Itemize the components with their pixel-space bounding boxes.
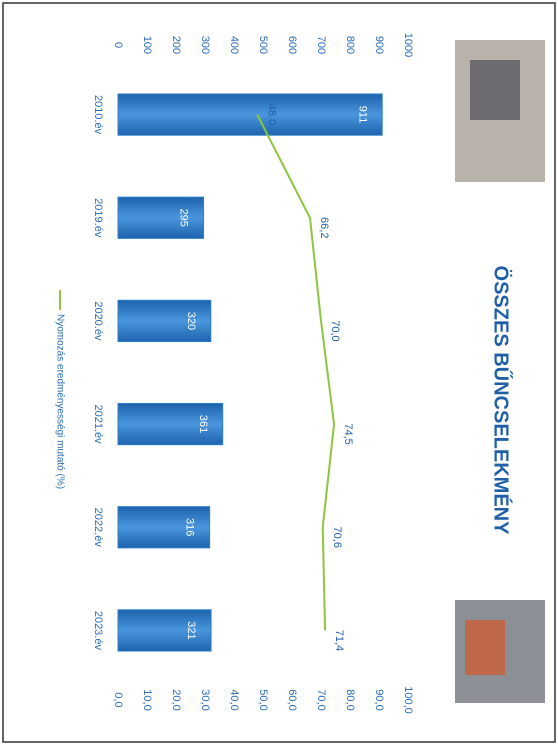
bar xyxy=(117,506,211,549)
photo-bottom-detail xyxy=(465,620,505,675)
x-tick-label: 2023.év xyxy=(92,611,104,651)
bar-value-label: 321 xyxy=(185,621,197,639)
line xyxy=(256,114,336,631)
bar xyxy=(117,402,224,446)
bar xyxy=(117,196,205,239)
y-tick-label: 0 xyxy=(112,42,124,48)
line-value-label: 70,6 xyxy=(331,527,343,548)
x-tick-label: 2019.év xyxy=(92,198,104,238)
y2-tick-label: 100,0 xyxy=(402,686,414,714)
x-tick-label: 2021.év xyxy=(92,405,104,445)
chart: ÖSSZES BŰNCSELEKMÉNY 0 100 200 300 400 500 600… xyxy=(54,33,512,714)
y2-tick-label: 70,0 xyxy=(315,689,327,710)
bar-value-label: 320 xyxy=(185,312,197,330)
x-tick-label: 2020.év xyxy=(92,301,104,341)
x-tick-label: 2022.év xyxy=(92,508,104,548)
y-tick-label: 100 xyxy=(141,36,153,54)
y-tick-label: 200 xyxy=(170,36,182,54)
y2-tick-label: 30,0 xyxy=(199,689,211,710)
bar-value-label: 316 xyxy=(184,518,196,536)
y2-tick-label: 80,0 xyxy=(344,689,356,710)
y-tick-label: 600 xyxy=(286,36,298,54)
y2-tick-label: 50,0 xyxy=(257,689,269,710)
y-tick-label: 300 xyxy=(199,36,211,54)
y2-tick-label: 40,0 xyxy=(228,689,240,710)
bar xyxy=(117,299,212,343)
line-value-label: 71,4 xyxy=(333,630,345,651)
line-value-label: 70,0 xyxy=(329,320,341,341)
line-value-label: 66,2 xyxy=(318,217,330,238)
y-tick-label: 1000 xyxy=(402,33,414,57)
line-value-label: 74,5 xyxy=(342,423,354,444)
y-tick-label: 400 xyxy=(228,36,240,54)
y-tick-label: 900 xyxy=(373,36,385,54)
bar xyxy=(117,93,383,136)
y2-tick-label: 0,0 xyxy=(112,692,124,707)
bar-value-label: 295 xyxy=(178,209,190,227)
chart-title: ÖSSZES BŰNCSELEKMÉNY xyxy=(490,266,513,536)
y2-tick-label: 60,0 xyxy=(286,689,298,710)
y-tick-label: 800 xyxy=(344,36,356,54)
bar-value-label: 361 xyxy=(197,415,209,433)
y2-tick-label: 10,0 xyxy=(141,689,153,710)
x-tick-label: 2010.év xyxy=(92,95,104,135)
line-value-label: 48.0 xyxy=(265,104,277,125)
y2-tick-label: 90,0 xyxy=(373,689,385,710)
y2-tick-label: 20,0 xyxy=(170,689,182,710)
photo-top-detail xyxy=(470,60,520,120)
y-tick-label: 500 xyxy=(257,36,269,54)
bar xyxy=(117,609,212,652)
y-tick-label: 700 xyxy=(315,36,327,54)
legend-label: Nyomozás eredményességi mutató (%) xyxy=(54,314,65,489)
bar-value-label: 911 xyxy=(356,106,368,124)
